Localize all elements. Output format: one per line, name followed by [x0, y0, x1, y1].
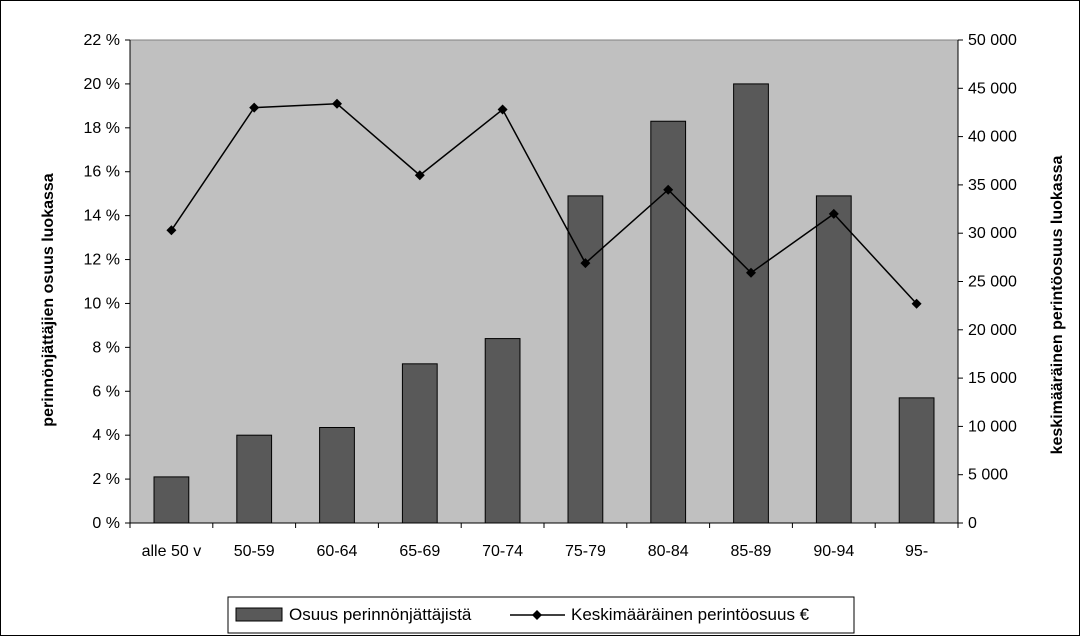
- line-point: [580, 258, 591, 269]
- bar: [153, 476, 190, 524]
- right-tick-label: 5 000: [968, 467, 1008, 484]
- right-axis-title: keskimääräinen perintöosuus luokassa: [1049, 156, 1066, 455]
- x-tick-label: 75-79: [565, 543, 606, 560]
- left-tick-label: 2 %: [92, 471, 120, 488]
- x-tick-label: 65-69: [399, 543, 440, 560]
- line-point: [249, 102, 260, 113]
- left-tick-label: 14 %: [84, 208, 120, 225]
- line-point: [746, 267, 756, 278]
- bar: [898, 397, 935, 524]
- right-tick-label: 35 000: [968, 177, 1017, 194]
- left-axis-title: perinnönjättäjien osuus luokassa: [40, 173, 57, 426]
- left-tick-label: 18 %: [84, 120, 120, 137]
- right-tick-label: 0: [968, 515, 977, 532]
- left-tick-label: 22 %: [84, 32, 120, 49]
- bar: [319, 426, 355, 524]
- line-series: [166, 98, 922, 309]
- left-tick-label: 4 %: [92, 427, 120, 444]
- legend-diamond-marker: [532, 610, 542, 620]
- x-tick-label: 90-94: [813, 543, 854, 560]
- line-point: [166, 225, 177, 236]
- line-point: [497, 104, 508, 115]
- left-tick-label: 8 %: [92, 339, 120, 356]
- line-point: [663, 184, 674, 195]
- x-tick-label: 95-: [905, 543, 928, 560]
- line-point: [414, 170, 425, 181]
- right-tick-label: 15 000: [968, 370, 1017, 387]
- legend-label-line: Keskimääräinen perintöosuus €: [571, 605, 810, 624]
- bar: [650, 120, 687, 524]
- bar: [401, 363, 438, 524]
- right-tick-label: 30 000: [968, 225, 1017, 242]
- line-path: [170, 102, 918, 305]
- bar: [567, 195, 604, 524]
- x-axis-ticks: alle 50 v 50-59 60-64 65-69 70-74 75-79 80-84 8…: [129, 523, 959, 560]
- line-point: [828, 208, 839, 219]
- line-point: [332, 98, 342, 109]
- bar: [733, 83, 769, 524]
- right-tick-label: 40 000: [968, 129, 1017, 146]
- right-tick-label: 50 000: [968, 32, 1017, 49]
- legend: Osuus perinnönjättäjistä Keskimääräinen …: [227, 596, 855, 634]
- bar: [484, 338, 521, 524]
- right-tick-label: 20 000: [968, 322, 1017, 339]
- right-axis-ticks: 0 5 000 10 000 15 000 20 000 25 000 30 000 35 0…: [958, 32, 1017, 532]
- right-tick-label: 25 000: [968, 274, 1017, 291]
- x-tick-label: 50-59: [234, 543, 275, 560]
- x-tick-label: 60-64: [317, 543, 358, 560]
- legend-label-bars: Osuus perinnönjättäjistä: [289, 605, 472, 624]
- legend-bar-swatch: [235, 607, 283, 622]
- bar: [815, 195, 852, 524]
- left-tick-label: 10 %: [84, 295, 120, 312]
- x-tick-label: 70-74: [482, 543, 523, 560]
- left-tick-label: 0 %: [92, 515, 120, 532]
- left-axis-ticks: 0 % 2 % 4 % 6 % 8 % 10 % 12 % 14 % 16 % 18 % 20 % 2…: [84, 32, 130, 532]
- left-tick-label: 16 %: [84, 164, 120, 181]
- right-tick-label: 45 000: [968, 80, 1017, 97]
- left-tick-label: 12 %: [84, 252, 120, 269]
- x-tick-label: 85-89: [731, 543, 772, 560]
- left-tick-label: 20 %: [84, 76, 120, 93]
- x-tick-label: alle 50 v: [142, 543, 202, 560]
- left-tick-label: 6 %: [92, 383, 120, 400]
- x-tick-label: 80-84: [648, 543, 689, 560]
- bar: [236, 434, 273, 524]
- right-tick-label: 10 000: [968, 418, 1017, 435]
- line-point: [911, 298, 922, 309]
